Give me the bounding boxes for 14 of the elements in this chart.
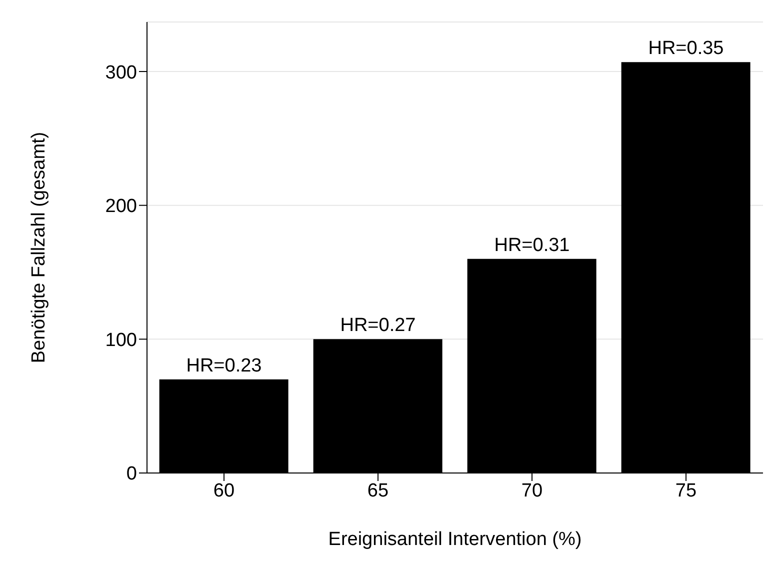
x-tick-label: 65	[367, 480, 389, 502]
annotation: HR=0.31	[494, 234, 570, 256]
y-tick-label: 300	[105, 62, 137, 84]
y-tick-label: 100	[105, 330, 137, 351]
x-axis-title: Ereignisanteil Intervention (%)	[328, 529, 582, 550]
y-tick-label: 200	[105, 196, 137, 218]
annotation: HR=0.23	[186, 355, 262, 376]
x-tick-label: 70	[521, 480, 543, 502]
y-axis-title: Benötigte Fallzahl (gesamt)	[28, 132, 50, 364]
annotation: HR=0.27	[340, 315, 416, 336]
y-tick-label: 0	[126, 464, 137, 485]
x-tick-label: 75	[675, 480, 697, 502]
annotation: HR=0.35	[648, 38, 724, 60]
x-tick-label: 60	[213, 480, 235, 502]
